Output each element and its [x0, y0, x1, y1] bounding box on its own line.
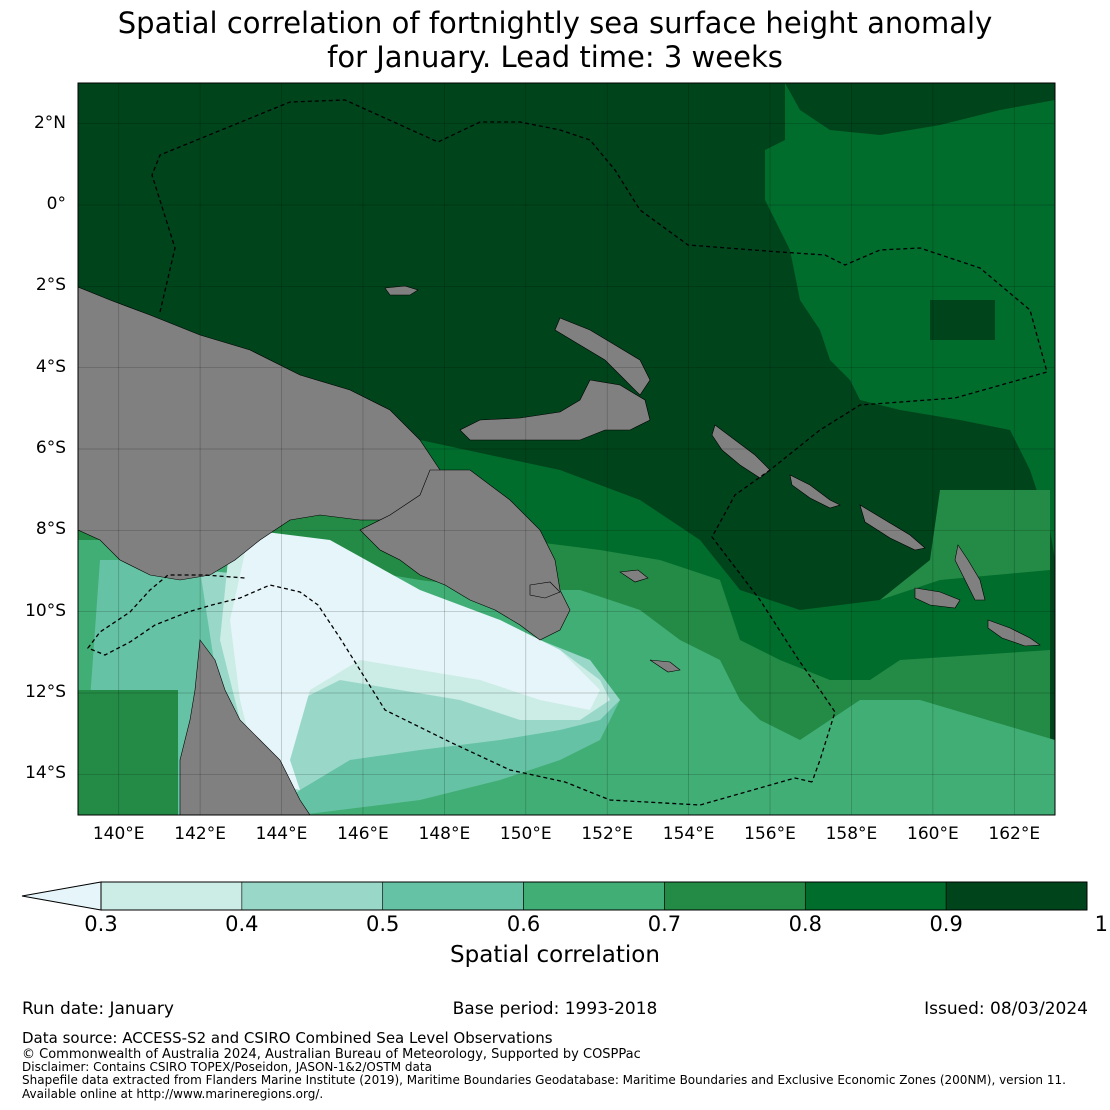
longitude-label: 156°E [744, 824, 796, 844]
field-0.9-1-northeast-patch [785, 83, 1055, 135]
colorbar-tick-label: 0.5 [366, 912, 400, 936]
land-fergusson [529, 581, 561, 599]
map-frame [77, 82, 1056, 816]
colorbar-tick-label: 0.8 [788, 912, 822, 936]
shapefile-credit: Shapefile data extracted from Flanders M… [22, 1073, 1066, 1087]
colorbar-cell [382, 881, 524, 911]
land-guadalcanal [914, 587, 961, 609]
colorbar-cell [945, 881, 1088, 911]
latitude-label: 0° [46, 194, 66, 214]
longitude-label: 150°E [499, 824, 552, 844]
land-makira [987, 619, 1041, 647]
latitude-label: 14°S [25, 763, 66, 784]
colorbar-cell [100, 881, 243, 911]
title-line-2: for January. Lead time: 3 weeks [327, 40, 783, 74]
colorbar-cell [523, 881, 665, 911]
land-bougainville [711, 424, 771, 479]
longitude-label: 152°E [581, 824, 634, 844]
land-new-ireland [554, 317, 651, 396]
colorbar-tick-label: 0.7 [647, 912, 682, 936]
longitude-label: 144°E [255, 824, 308, 844]
longitude-label: 142°E [174, 824, 226, 844]
field-below-0.3-gulf [230, 530, 600, 790]
longitude-label: 162°E [988, 824, 1041, 844]
latitude-label: 2°N [33, 112, 66, 133]
land-papuan-peninsula [359, 469, 571, 641]
run-date: Run date: January [22, 999, 174, 1019]
eez-solomon-boundary [86, 574, 813, 806]
colorbar-tick-label: 1 [1094, 912, 1108, 936]
latitude-label: 4°S [35, 356, 66, 377]
longitude-label: 154°E [662, 824, 715, 844]
land-cape-york [179, 639, 311, 815]
copyright: © Commonwealth of Australia 2024, Austra… [22, 1047, 641, 1062]
latitude-label: 10°S [25, 600, 66, 621]
longitude-label: 146°E [337, 824, 389, 844]
colorbar-cell [241, 881, 384, 911]
chart-title: Spatial correlation of fortnightly sea s… [0, 6, 1110, 74]
field-0.7-0.8-west [78, 690, 178, 815]
land-new-britain [459, 379, 651, 441]
longitude-label: 160°E [907, 824, 959, 844]
latitude-label: 8°S [35, 519, 66, 540]
map-plot [77, 82, 1056, 816]
latitude-label: 2°S [35, 275, 66, 296]
colorbar-cell [804, 881, 947, 911]
colorbar-tick-label: 0.9 [929, 912, 963, 936]
latitude-label: 6°S [35, 438, 66, 458]
colorbar-cell [664, 881, 806, 911]
land-choiseul [789, 474, 841, 509]
available-online: Available online at http://www.marinereg… [22, 1087, 324, 1101]
title-line-1: Spatial correlation of fortnightly sea s… [117, 6, 993, 40]
land-malaita [954, 544, 986, 601]
longitude-label: 158°E [825, 824, 878, 844]
disclaimer: Disclaimer: Contains CSIRO TOPEX/Poseido… [22, 1060, 432, 1074]
latitude-label: 12°S [25, 682, 66, 702]
field-0.9-1-east-patch [930, 300, 995, 340]
data-source: Data source: ACCESS-S2 and CSIRO Combine… [22, 1029, 553, 1047]
colorbar-tick-label: 0.3 [84, 912, 118, 936]
map-gridlines [78, 83, 1055, 815]
colorbar-extend-min [21, 881, 102, 911]
colorbar-tick-label: 0.4 [225, 912, 259, 936]
colorbar-label: Spatial correlation [450, 942, 660, 968]
issued-date: Issued: 08/03/2024 [924, 999, 1088, 1019]
colorbar-frame [100, 881, 1088, 911]
colorbar-tick-label: 0.6 [506, 912, 541, 936]
longitude-label: 148°E [418, 824, 471, 844]
land-santa-isabel [859, 504, 926, 551]
land-rossel [619, 569, 649, 583]
longitude-label: 140°E [92, 824, 145, 844]
land-woodlark [649, 659, 681, 673]
land-manus [384, 285, 419, 296]
base-period: Base period: 1993-2018 [452, 999, 658, 1019]
